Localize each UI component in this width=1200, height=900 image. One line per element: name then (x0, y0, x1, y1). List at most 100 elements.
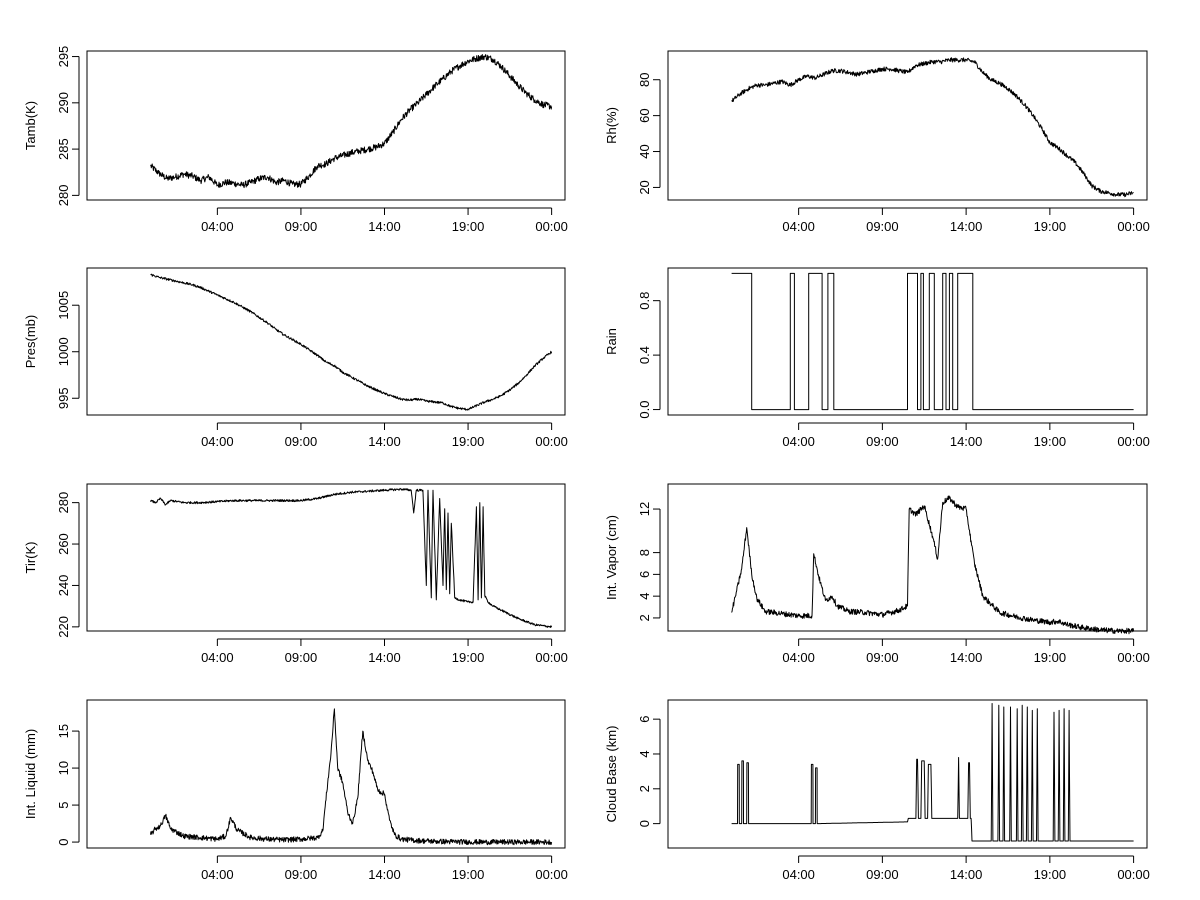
y-axis-title: Int. Liquid (mm) (23, 729, 38, 819)
x-tick-label: 00:00 (535, 434, 568, 449)
x-tick-label: 00:00 (535, 219, 568, 234)
x-tick-label: 00:00 (535, 650, 568, 665)
x-axis: 04:00 09:00 14:00 19:00 00:00 (782, 855, 1150, 882)
y-tick-label: 1000 (56, 337, 71, 366)
panel-row3-left: 04:00 09:00 14:00 19:00 00:00 220 240 260 280 Tir… (23, 483, 568, 665)
y-tick-label: 0 (56, 838, 71, 845)
x-tick-label: 19:00 (452, 650, 485, 665)
x-tick-label: 09:00 (285, 867, 318, 882)
x-tick-label: 09:00 (866, 867, 899, 882)
x-tick-label: 04:00 (782, 434, 815, 449)
x-tick-label: 00:00 (535, 867, 568, 882)
y-tick-label: 280 (56, 492, 71, 514)
y-tick-label: 15 (56, 724, 71, 738)
panel-top-right: 04:00 09:00 14:00 19:00 00:00 20 40 60 80 Rh(%) (604, 50, 1150, 234)
y-axis: 0 2 4 6 (637, 716, 661, 827)
panel-top-left: 04:00 09:00 14:00 19:00 00:00 280 285 290 295 Tam… (23, 46, 568, 234)
plot-frame (667, 699, 1148, 849)
y-axis: 995 1000 1005 (56, 291, 80, 409)
y-axis-title: Pres(mb) (23, 315, 38, 368)
series-line (731, 495, 1135, 635)
x-axis: 04:00 09:00 14:00 19:00 00:00 (782, 638, 1150, 665)
series-line (150, 54, 553, 189)
x-tick-label: 14:00 (368, 867, 401, 882)
x-tick-label: 04:00 (201, 434, 234, 449)
y-tick-label: 290 (56, 92, 71, 114)
y-tick-label: 5 (56, 801, 71, 808)
x-tick-label: 04:00 (201, 650, 234, 665)
y-axis-title: Cloud Base (km) (604, 726, 619, 823)
y-axis-title: Int. Vapor (cm) (604, 515, 619, 600)
y-tick-label: 2 (637, 785, 652, 792)
x-axis: 04:00 09:00 14:00 19:00 00:00 (201, 422, 568, 449)
y-tick-label: 295 (56, 46, 71, 68)
y-tick-label: 20 (637, 180, 652, 194)
panel-bottom-right: 04:00 09:00 14:00 19:00 00:00 0 2 4 6 Cloud Base … (604, 699, 1150, 882)
y-tick-label: 0 (637, 820, 652, 827)
y-tick-label: 995 (56, 387, 71, 409)
y-axis-title: Rain (604, 328, 619, 355)
x-tick-label: 00:00 (1117, 434, 1150, 449)
x-tick-label: 00:00 (1117, 219, 1150, 234)
plot-frame (86, 50, 566, 201)
x-tick-label: 09:00 (866, 650, 899, 665)
y-tick-label: 80 (637, 72, 652, 86)
series-line (731, 272, 1134, 411)
y-tick-label: 1005 (56, 291, 71, 320)
plot-frame (667, 50, 1148, 201)
plot-frame (86, 483, 566, 632)
x-tick-label: 09:00 (866, 219, 899, 234)
x-tick-label: 14:00 (368, 219, 401, 234)
x-tick-label: 04:00 (201, 867, 234, 882)
y-tick-label: 4 (637, 593, 652, 600)
x-axis: 04:00 09:00 14:00 19:00 00:00 (782, 207, 1150, 234)
y-tick-label: 6 (637, 571, 652, 578)
y-tick-label: 40 (637, 144, 652, 158)
x-tick-label: 14:00 (950, 867, 983, 882)
y-tick-label: 220 (56, 616, 71, 638)
x-axis: 04:00 09:00 14:00 19:00 00:00 (201, 855, 568, 882)
plot-frame (667, 267, 1148, 416)
x-tick-label: 19:00 (1034, 867, 1067, 882)
x-tick-label: 14:00 (950, 434, 983, 449)
x-tick-label: 19:00 (452, 219, 485, 234)
x-axis: 04:00 09:00 14:00 19:00 00:00 (782, 422, 1150, 449)
plot-frame (86, 267, 566, 416)
x-tick-label: 14:00 (368, 650, 401, 665)
y-tick-label: 6 (637, 716, 652, 723)
x-tick-label: 04:00 (782, 650, 815, 665)
x-tick-label: 19:00 (1034, 650, 1067, 665)
series-line (150, 273, 553, 411)
x-tick-label: 00:00 (1117, 867, 1150, 882)
y-axis: 280 285 290 295 (56, 46, 80, 207)
x-tick-label: 19:00 (452, 434, 485, 449)
series-line (150, 487, 553, 628)
series-line (731, 57, 1134, 198)
y-axis: 20 40 60 80 (637, 72, 661, 195)
y-axis: 220 240 260 280 (56, 492, 80, 638)
x-tick-label: 19:00 (1034, 434, 1067, 449)
x-tick-label: 09:00 (285, 219, 318, 234)
panel-row2-left: 04:00 09:00 14:00 19:00 00:00 995 1000 1005 Pres… (23, 267, 568, 449)
x-tick-label: 14:00 (950, 650, 983, 665)
y-tick-label: 4 (637, 750, 652, 757)
y-axis: 0.0 0.4 0.8 (637, 292, 661, 419)
x-tick-label: 14:00 (950, 219, 983, 234)
x-axis: 04:00 09:00 14:00 19:00 00:00 (201, 638, 568, 665)
x-tick-label: 04:00 (782, 219, 815, 234)
x-tick-label: 04:00 (201, 219, 234, 234)
y-axis-title: Tamb(K) (23, 101, 38, 150)
y-axis: 2 4 6 8 12 (637, 502, 661, 622)
y-axis: 0 5 10 15 (56, 724, 80, 846)
y-tick-label: 12 (637, 502, 652, 516)
y-tick-label: 0.4 (637, 346, 652, 364)
panel-row3-right: 04:00 09:00 14:00 19:00 00:00 2 4 6 8 12 Int. Vapo… (604, 483, 1150, 665)
y-tick-label: 280 (56, 185, 71, 207)
x-tick-label: 04:00 (782, 867, 815, 882)
y-tick-label: 240 (56, 575, 71, 597)
y-axis-title: Tir(K) (23, 541, 38, 573)
y-tick-label: 8 (637, 549, 652, 556)
x-axis: 04:00 09:00 14:00 19:00 00:00 (201, 207, 568, 234)
plot-frame (667, 483, 1148, 632)
